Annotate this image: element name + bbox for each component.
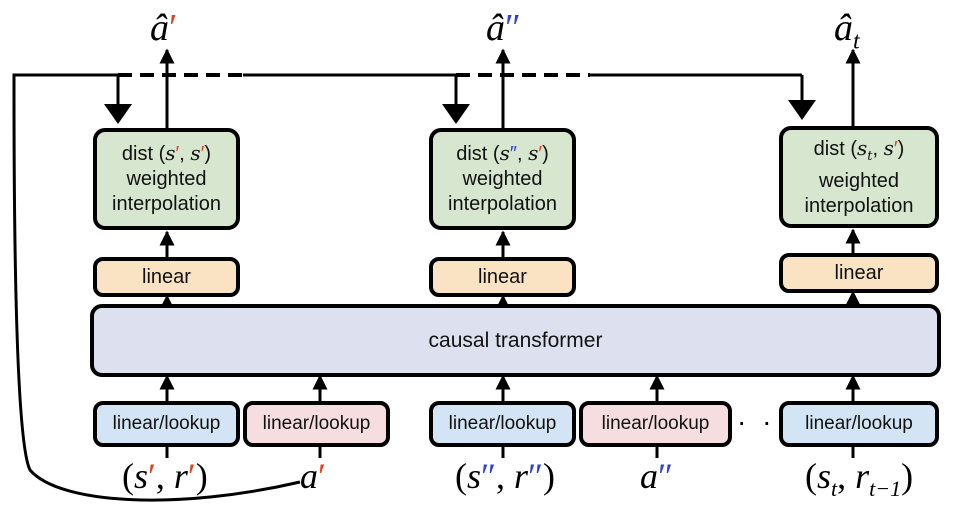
linear-box-1: linear <box>93 257 240 297</box>
interpolation-label-3: interpolation <box>804 194 914 217</box>
embed-label-2: linear/lookup <box>262 413 371 434</box>
input-state-reward-2: (s″, r″) <box>455 456 556 496</box>
embed-label-5: linear/lookup <box>805 413 913 434</box>
feedback-arrowhead-1 <box>104 104 132 124</box>
interpolation-box-3: dist (st, s′) weighted interpolation <box>779 126 939 228</box>
feedback-arrowhead-2 <box>442 104 470 124</box>
interpolation-box-1: dist (s′, s′) weighted interpolation <box>93 128 240 230</box>
linear-label-2: linear <box>478 265 527 288</box>
causal-transformer-box: causal transformer <box>90 304 941 377</box>
interpolation-formula-1: dist (s′, s′) <box>121 141 212 165</box>
interpolation-weighted-1: weighted <box>126 168 207 190</box>
embed-box-state-1: linear/lookup <box>93 401 240 447</box>
input-state-reward-1: (s′, r′) <box>122 456 208 496</box>
linear-box-2: linear <box>429 257 576 297</box>
embed-label-1: linear/lookup <box>112 413 221 434</box>
interpolation-formula-3: dist (st, s′) <box>813 135 905 164</box>
interpolation-label-2: interpolation <box>448 193 557 215</box>
embed-box-state-3: linear/lookup <box>779 401 939 447</box>
linear-box-3: linear <box>779 253 939 293</box>
feedback-curve <box>12 73 301 502</box>
interpolation-weighted-2: weighted <box>462 168 543 190</box>
embed-label-3: linear/lookup <box>448 413 557 434</box>
linear-label-1: linear <box>142 265 191 288</box>
causal-transformer-label: causal transformer <box>428 328 603 352</box>
interpolation-box-2: dist (s″, s′) weighted interpolation <box>429 128 576 230</box>
interpolation-weighted-3: weighted <box>818 169 900 192</box>
embed-label-4: linear/lookup <box>601 413 710 434</box>
interpolation-formula-2: dist (s″, s′) <box>456 141 549 165</box>
output-label-a-prime: â′ <box>150 7 178 49</box>
interpolation-label-1: interpolation <box>112 193 221 215</box>
output-label-a-t: ât <box>834 7 860 55</box>
embed-box-state-2: linear/lookup <box>429 401 576 447</box>
output-label-a-double-prime: â″ <box>486 7 521 49</box>
embed-box-action-1: linear/lookup <box>243 401 390 447</box>
input-state-reward-t: (st, rt−1) <box>805 456 914 502</box>
embed-box-action-2: linear/lookup <box>579 401 732 447</box>
feedback-arrowhead-3 <box>788 100 816 120</box>
input-action-2: a″ <box>640 456 673 496</box>
linear-label-3: linear <box>834 261 884 284</box>
input-action-1: a′ <box>300 456 326 496</box>
